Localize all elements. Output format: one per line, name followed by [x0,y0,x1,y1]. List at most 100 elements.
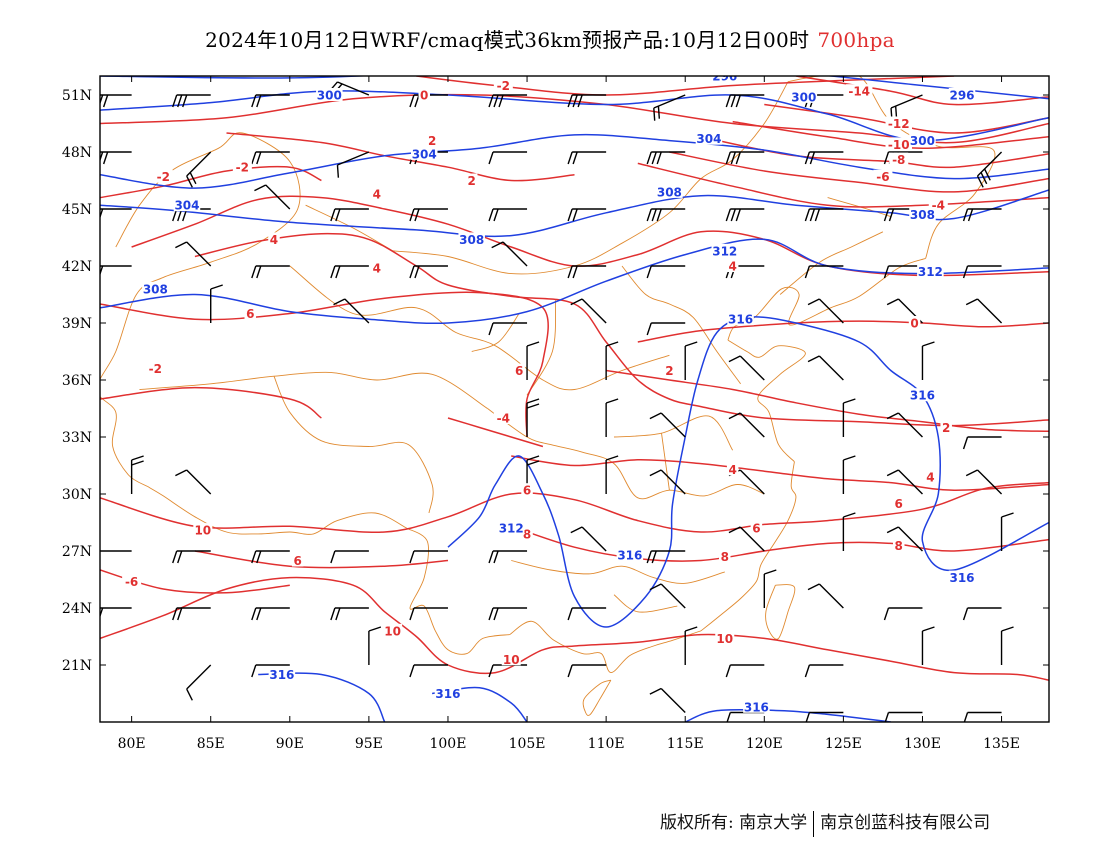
wind-barb-feather [649,583,662,591]
wind-barb-feather [886,469,899,477]
wind-barb [646,151,686,165]
contour-label-bg [908,316,921,329]
wind-barb [251,550,290,564]
contour-labels: -20 -14-12-10-8-6-422-2-2444466-2022-4446… [122,76,976,714]
wind-barb [175,469,212,495]
temperature-label: 2 [942,421,950,435]
wind-barb-feather [983,168,991,181]
latitude-axis: 51N 48N 45N 42N 39N 36N 33N 30N 27N 24N 21N [62,88,1049,674]
wind-barb-feather [651,550,657,564]
contour-label-bg [885,116,912,130]
temperature-label: 6 [895,497,903,511]
wind-barb [186,664,212,701]
wind-barb-feather [409,265,415,279]
wind-barb-feather [886,298,899,306]
temperature-label: -2 [149,362,162,376]
wind-barb-shaft [186,469,212,495]
wind-barb [336,151,370,178]
temperature-label: -8 [892,153,905,167]
boundary-line [661,433,670,491]
geopotential-contour [447,316,1049,628]
wind-barb [884,711,923,722]
wind-barb-feather [488,664,494,678]
temperature-label: 10 [716,632,733,646]
wind-barb-feather [976,175,984,188]
wind-barb [570,526,607,552]
wind-barb-shaft [818,298,844,324]
wind-barb [488,151,528,165]
wind-barb [570,298,607,324]
contour-label-bg [458,232,485,246]
wind-barb [883,607,923,621]
geopotential-label: 308 [910,208,935,222]
temperature-label: -14 [848,85,870,99]
wind-barb-feather [491,241,504,249]
contour-label-bg [750,521,763,535]
wind-barb [330,550,369,564]
wind-barb-feather [493,94,499,108]
boundary-line [511,560,725,584]
temperature-contour [226,132,575,182]
wind-barb [186,151,212,188]
wind-barb [409,664,448,678]
wind-barb-feather [646,265,652,279]
wind-barb-feather [883,607,890,621]
boundary-line [139,371,488,409]
temperature-label: -2 [236,161,249,175]
wind-barb-feather [980,172,988,185]
wind-barb-feather [922,626,935,632]
boundary-line [582,679,612,716]
x-tick-label: 125E [825,736,862,752]
wind-barb-feather [804,208,811,222]
temperature-label: 4 [373,261,381,275]
wind-barb [728,526,765,552]
wind-barb-feather [605,341,619,347]
wind-barb-shaft [186,151,212,177]
wind-barb-feather [726,712,731,722]
wind-barb [684,341,698,380]
wind-barb-feather [967,208,974,222]
wind-barb-feather [94,551,98,563]
wind-barb-feather [409,664,415,678]
wind-barb [886,469,923,495]
wind-barb [842,512,856,551]
wind-barb-feather [730,94,736,108]
wind-barb-feather [809,151,816,165]
wind-barb-feather [605,455,619,461]
wind-barb-feather [172,94,178,108]
wind-barb-feather [649,469,662,477]
contour-label-bg [513,363,525,377]
temperature-label: -12 [888,117,910,131]
boundary-line [700,461,797,632]
y-tick-label: 48N [62,145,92,161]
copyright-footer: 版权所有: 南京大学 南京创蓝科技有限公司 [660,808,990,837]
wind-barb [965,469,1003,495]
wind-barb-feather [807,583,820,591]
contour-label-bg [948,570,976,584]
wind-barb-shaft [739,355,765,381]
boundary-line [727,339,806,463]
boundary-line [613,415,734,451]
wind-barb-shaft [977,469,1003,495]
contour-label-bg [719,549,731,563]
temperature-label: 2 [428,134,436,148]
geopotential-label: 308 [459,233,484,247]
temperature-contour [100,386,322,419]
wind-barb-feather [172,607,178,621]
wind-barb-feather [102,151,109,165]
y-tick-label: 51N [62,88,92,104]
contour-label-bg [711,243,739,257]
wind-barb [804,151,844,165]
temperature-label: 4 [270,233,278,247]
contour-label-bg [493,78,513,92]
wind-barb-feather [656,208,662,222]
wind-barb-shaft [660,469,686,495]
y-tick-label: 36N [62,373,92,389]
contour-label-bg [232,160,252,174]
geopotential-label: 304 [412,147,437,161]
wind-barb-feather [175,469,187,477]
wind-barb-feather [177,607,183,621]
wind-barb-feather [572,94,578,108]
contour-label-bg [909,388,936,402]
temperature-label: 6 [752,522,760,536]
